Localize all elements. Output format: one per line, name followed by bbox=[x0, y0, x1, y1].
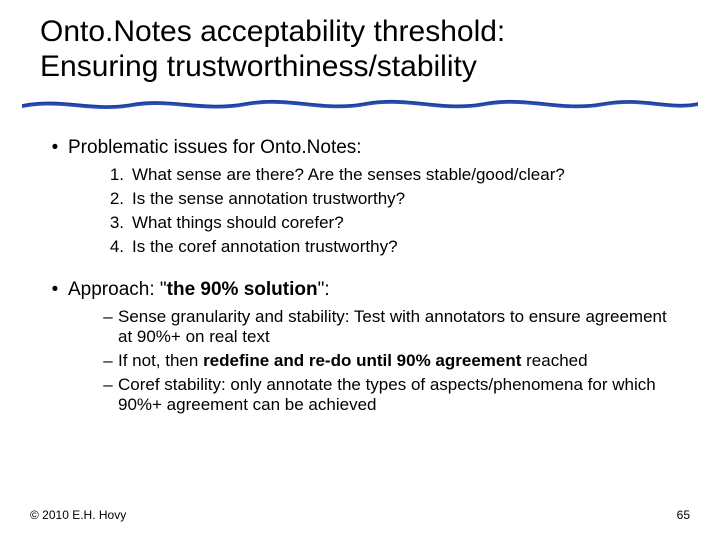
num-item: 2.Is the sense annotation trustworthy? bbox=[98, 189, 678, 209]
footer: © 2010 E.H. Hovy 65 bbox=[30, 508, 690, 522]
b2-post: ": bbox=[318, 279, 330, 300]
num-text: What things should corefer? bbox=[132, 213, 344, 233]
d2-post: reached bbox=[521, 351, 587, 370]
b2-pre: Approach: " bbox=[68, 279, 167, 300]
dash-icon: – bbox=[98, 351, 118, 371]
num-text: Is the coref annotation trustworthy? bbox=[132, 237, 398, 257]
num: 1. bbox=[98, 165, 132, 185]
num: 4. bbox=[98, 237, 132, 257]
d2-bold: redefine and re-do until 90% agreement bbox=[203, 351, 521, 370]
numbered-list: 1.What sense are there? Are the senses s… bbox=[98, 165, 678, 257]
dash-list: –Sense granularity and stability: Test w… bbox=[98, 307, 678, 415]
num: 2. bbox=[98, 189, 132, 209]
dash-item: –Coref stability: only annotate the type… bbox=[98, 375, 678, 415]
slide-body: • Problematic issues for Onto.Notes: 1.W… bbox=[0, 113, 720, 415]
num-item: 1.What sense are there? Are the senses s… bbox=[98, 165, 678, 185]
page-number: 65 bbox=[677, 508, 690, 522]
slide-title: Onto.Notes acceptability threshold: Ensu… bbox=[0, 0, 720, 91]
title-line-2: Ensuring trustworthiness/stability bbox=[40, 50, 477, 83]
dash-item: –Sense granularity and stability: Test w… bbox=[98, 307, 678, 347]
copyright: © 2010 E.H. Hovy bbox=[30, 508, 126, 522]
dash-icon: – bbox=[98, 307, 118, 347]
num: 3. bbox=[98, 213, 132, 233]
bullet-2: • Approach: "the 90% solution": bbox=[42, 279, 678, 301]
num-item: 4.Is the coref annotation trustworthy? bbox=[98, 237, 678, 257]
num-text: Is the sense annotation trustworthy? bbox=[132, 189, 405, 209]
bullet-2-text: Approach: "the 90% solution": bbox=[68, 279, 678, 301]
bullet-dot-icon: • bbox=[42, 137, 68, 159]
dash-text: Sense granularity and stability: Test wi… bbox=[118, 307, 678, 347]
title-line-1: Onto.Notes acceptability threshold: bbox=[40, 15, 505, 48]
bullet-1: • Problematic issues for Onto.Notes: bbox=[42, 137, 678, 159]
dash-text: Coref stability: only annotate the types… bbox=[118, 375, 678, 415]
bullet-1-text: Problematic issues for Onto.Notes: bbox=[68, 137, 678, 159]
bullet-dot-icon: • bbox=[42, 279, 68, 301]
dash-item: –If not, then redefine and re-do until 9… bbox=[98, 351, 678, 371]
wave-divider bbox=[22, 91, 698, 113]
d2-pre: If not, then bbox=[118, 351, 203, 370]
num-item: 3.What things should corefer? bbox=[98, 213, 678, 233]
dash-icon: – bbox=[98, 375, 118, 415]
dash-text: If not, then redefine and re-do until 90… bbox=[118, 351, 588, 371]
num-text: What sense are there? Are the senses sta… bbox=[132, 165, 565, 185]
b2-bold: the 90% solution bbox=[167, 279, 318, 300]
